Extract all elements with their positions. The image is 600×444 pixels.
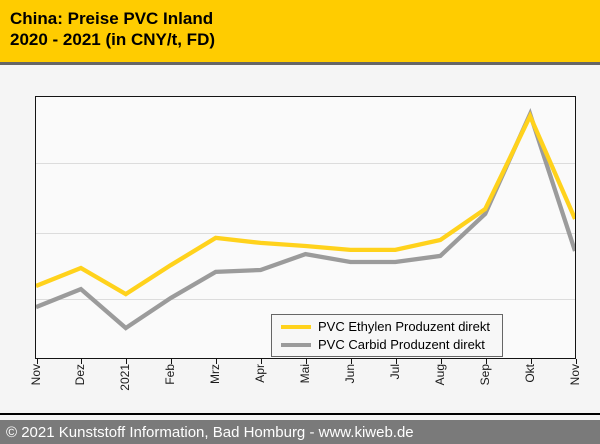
footer-divider	[0, 413, 600, 415]
legend-row-carbid: PVC Carbid Produzent direkt	[281, 336, 502, 354]
x-axis-tick	[306, 359, 307, 364]
x-axis-tick	[126, 359, 128, 364]
chart-title-line1: China: Preise PVC Inland	[10, 9, 214, 28]
x-axis-label: 2021	[118, 364, 133, 391]
x-axis-tick	[395, 359, 397, 364]
x-axis-label: Jun	[342, 364, 357, 384]
x-axis-label: Jul	[387, 364, 402, 380]
x-axis-label: Nov	[28, 364, 43, 386]
x-axis-label: Okt	[522, 364, 537, 383]
x-axis-tick	[575, 359, 577, 364]
x-axis-tick	[216, 359, 218, 364]
x-axis-label: Nov	[567, 364, 582, 386]
x-axis-tick	[261, 359, 263, 364]
x-axis-label: Sep	[477, 364, 492, 386]
chart-title-line2: 2020 - 2021 (in CNY/t, FD)	[10, 30, 216, 49]
gridline	[36, 299, 575, 300]
x-axis-label: Feb	[163, 364, 178, 385]
series-line-pvc-carbid-produzent-direkt	[36, 108, 575, 331]
x-axis-tick	[350, 359, 352, 364]
series-line-pvc-ethylen-produzent-direkt	[36, 110, 575, 297]
chart-legend: PVC Ethylen Produzent direkt PVC Carbid …	[271, 314, 503, 357]
x-axis-tick	[530, 359, 532, 364]
x-axis-label: Dez	[73, 364, 88, 386]
x-axis-tick	[485, 359, 487, 364]
gridline	[36, 163, 575, 165]
x-axis-tick	[171, 359, 173, 364]
chart-footer: © 2021 Kunststoff Information, Bad Hombu…	[0, 420, 600, 444]
x-axis-tick	[36, 359, 38, 364]
legend-label-carbid: PVC Carbid Produzent direkt	[318, 337, 485, 352]
x-axis-tick	[440, 359, 442, 364]
copyright-text: © 2021 Kunststoff Information, Bad Hombu…	[6, 423, 414, 441]
legend-row-ethylen: PVC Ethylen Produzent direkt	[281, 318, 502, 336]
x-axis-label: Mai	[298, 364, 312, 384]
legend-color-swatch-carbid	[281, 342, 311, 347]
x-axis-label: Aug	[432, 364, 447, 386]
legend-label-ethylen: PVC Ethylen Produzent direkt	[318, 319, 490, 334]
x-axis-label: Mrz	[208, 364, 223, 384]
chart-header: China: Preise PVC Inland 2020 - 2021 (in…	[0, 0, 600, 65]
plot-area: PVC Ethylen Produzent direkt PVC Carbid …	[35, 96, 576, 359]
x-axis-tick	[81, 359, 83, 364]
legend-color-swatch-ethylen	[281, 324, 311, 329]
line-chart	[36, 108, 575, 331]
gridline	[36, 232, 575, 234]
x-axis-label: Apr	[253, 364, 268, 383]
